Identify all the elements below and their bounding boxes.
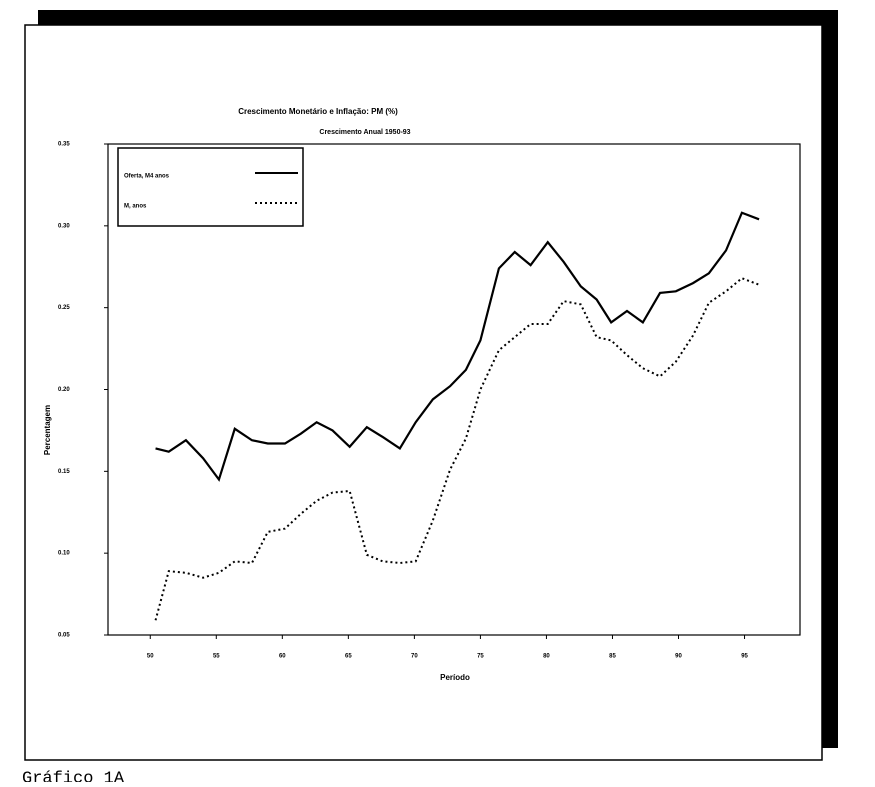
legend-box bbox=[117, 147, 304, 227]
x-tick-label: 60 bbox=[279, 654, 286, 660]
y-tick-label: 0.20 bbox=[58, 387, 70, 393]
y-axis-label: Percentagem bbox=[43, 405, 52, 455]
x-tick-label: 95 bbox=[741, 654, 748, 660]
y-tick-label: 0.15 bbox=[58, 469, 70, 475]
x-tick-label: 65 bbox=[345, 654, 352, 660]
plot: 0.35 0.30 0.25 0.20 0.15 0.10 0.05 50 55 60 65 70 75… bbox=[58, 142, 760, 660]
y-tick-label: 0.10 bbox=[58, 551, 70, 557]
caption: Gráfico 1A bbox=[22, 769, 125, 782]
x-tick-label: 85 bbox=[609, 654, 616, 660]
x-tick-label: 90 bbox=[675, 654, 682, 660]
x-tick-label: 80 bbox=[543, 654, 550, 660]
legend-label: Oferta, M4 anos bbox=[124, 174, 170, 180]
chart-title: Crescimento Monetário e Inflação: PM (%) bbox=[238, 107, 398, 116]
series-line bbox=[154, 277, 760, 621]
frame bbox=[24, 24, 823, 761]
y-tick-label: 0.25 bbox=[58, 305, 70, 311]
y-tick-label: 0.05 bbox=[58, 633, 70, 639]
x-axis-label: Período bbox=[440, 673, 470, 682]
legend-label: M, anos bbox=[124, 204, 147, 210]
x-tick-label: 50 bbox=[147, 654, 154, 660]
y-tick-label: 0.35 bbox=[58, 142, 70, 148]
x-tick-label: 70 bbox=[411, 654, 418, 660]
chart-subtitle: Crescimento Anual 1950-93 bbox=[319, 129, 410, 136]
y-tick-label: 0.30 bbox=[58, 223, 70, 229]
series-line bbox=[155, 211, 760, 482]
x-tick-label: 55 bbox=[213, 654, 220, 660]
x-tick-label: 75 bbox=[477, 654, 484, 660]
